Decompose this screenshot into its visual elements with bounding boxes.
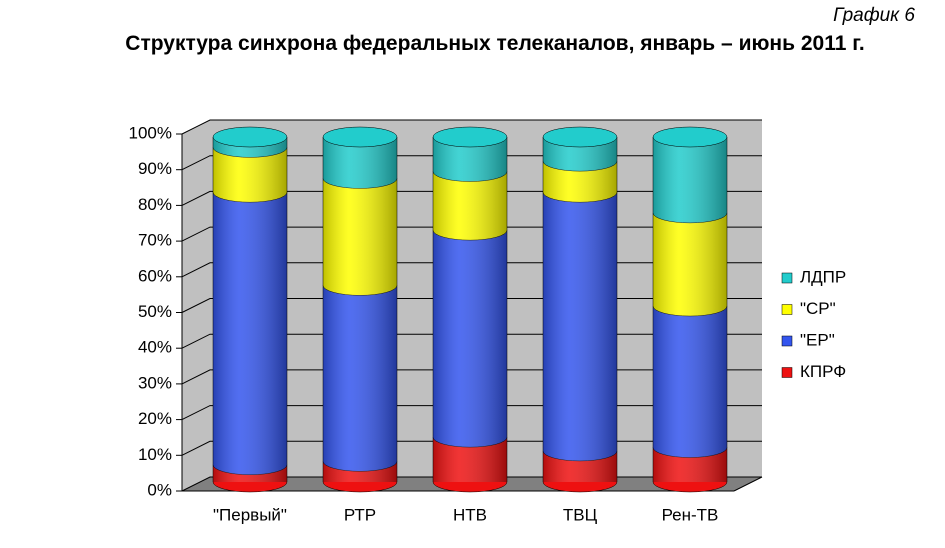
y-tick-label: 60% <box>138 266 172 285</box>
legend-swatch <box>781 335 793 347</box>
cylinder-top <box>212 126 288 148</box>
x-tick-label: "Первый" <box>213 505 287 524</box>
grid-line <box>181 119 762 135</box>
x-tick-label: Рен-ТВ <box>662 505 719 524</box>
y-tick-label: 40% <box>138 338 172 357</box>
y-tick-label: 10% <box>138 445 172 464</box>
y-tick-label: 90% <box>138 159 172 178</box>
x-axis-edge <box>733 476 763 492</box>
y-tick-label: 80% <box>138 195 172 214</box>
cylinder-shade <box>213 137 287 482</box>
legend-swatch <box>781 272 793 284</box>
legend-label: КПРФ <box>800 362 846 381</box>
x-tick-label: ТВЦ <box>563 505 598 524</box>
legend-label: "СР" <box>800 299 836 318</box>
y-tick-label: 100% <box>129 123 172 142</box>
cylinder-shade <box>653 137 727 482</box>
legend-swatch <box>781 367 793 378</box>
cylinder-shade <box>433 137 507 482</box>
cylinder-shade <box>323 137 397 482</box>
cylinder-shade <box>543 137 617 482</box>
cylinder-top <box>432 126 508 148</box>
y-tick-label: 0% <box>147 480 172 499</box>
title-box: Структура синхрона федеральных телеканал… <box>125 32 865 55</box>
y-tick-label: 50% <box>138 302 172 321</box>
y-tick-label: 20% <box>138 409 172 428</box>
x-tick-label: НТВ <box>453 505 487 524</box>
legend-label: ЛДПР <box>800 267 846 286</box>
cylinder-top <box>542 126 618 148</box>
chart-subtitle: График 6 <box>833 5 915 26</box>
chart-title: Структура синхрона федеральных телеканал… <box>125 32 865 55</box>
x-tick-label: РТР <box>344 505 376 524</box>
y-tick-label: 70% <box>138 231 172 250</box>
y-tick-label: 30% <box>138 373 172 392</box>
legend-label: "ЕР" <box>800 330 835 349</box>
cylinder-top <box>652 126 728 148</box>
cylinder-top <box>322 126 398 148</box>
legend-swatch <box>781 304 793 315</box>
